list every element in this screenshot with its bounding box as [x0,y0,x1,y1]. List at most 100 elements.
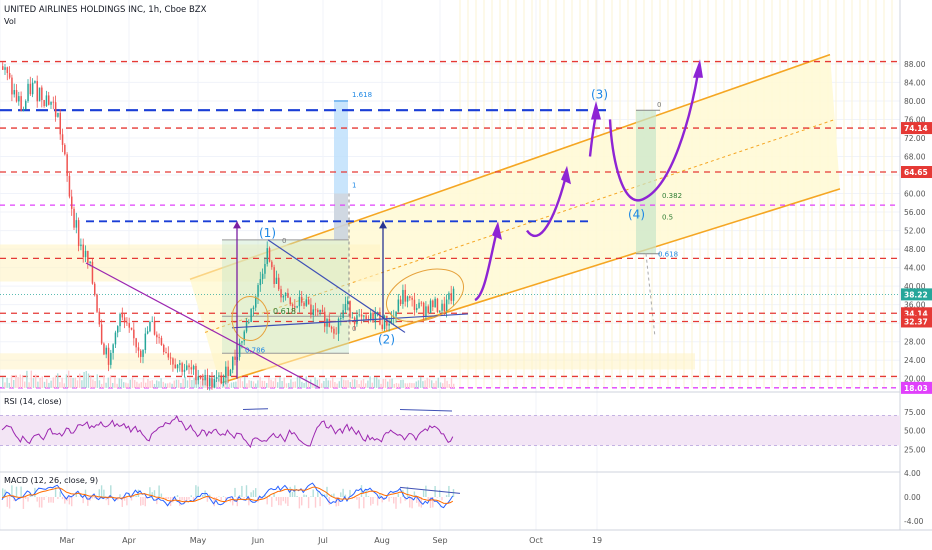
volume-bar [318,379,321,388]
candle-body [305,299,308,306]
macd-histogram-bar [119,494,121,497]
volume-bar [349,382,351,388]
fib-label-1618: 1.618 [352,91,372,99]
candle-body [342,310,344,318]
candle-body [190,367,193,370]
volume-bar [94,380,96,388]
volume-bar [68,370,70,388]
macd-histogram-bar [222,496,225,497]
price-tick-label: 36.00 [904,301,926,310]
time-tick-label: Apr [122,536,137,545]
volume-bar [61,377,63,388]
time-axis: Mar Apr May Jun Jul Aug Sep Oct 19 [59,536,602,545]
macd-histogram-bar [411,497,413,509]
macd-pane: MACD (12, 26, close, 9) [1,476,461,509]
macd-histogram-bar [314,497,317,508]
candle-body [57,112,59,117]
candle-body [215,376,218,379]
volume-bar [118,378,120,388]
candle-body [204,375,206,381]
volume-bar [81,380,83,388]
price-badge [901,122,932,135]
macd-histogram-bar [20,486,22,497]
macd-histogram-bar [176,495,179,497]
volume-bar [393,383,395,388]
volume-bar [116,383,118,388]
candle-body [229,369,232,377]
proj-label-0382: 0.382 [662,192,682,200]
macd-histogram-bar [395,497,397,509]
volume-bar [191,380,193,388]
candle-body [291,304,294,307]
macd-histogram-bar [284,497,287,504]
volume-bar [327,380,329,388]
volume-bar [175,379,178,388]
candle-body [213,378,216,388]
macd-histogram-bar [167,497,169,499]
macd-histogram-bar [117,497,119,501]
volume-bar [376,377,378,388]
volume-bar [129,379,131,388]
volume-bar [178,379,180,388]
candle-body [335,333,337,335]
volume-bar [167,383,169,388]
wave-arrow-1 [474,230,499,302]
volume-bar [134,380,136,388]
macd-histogram-bar [174,496,176,497]
candle-body [77,220,80,247]
volume-bar [402,379,404,388]
macd-histogram-bar [245,485,248,497]
candle-body [82,244,84,258]
volume-bar [404,383,406,388]
volume-bar [448,383,450,388]
candle-body [52,101,55,103]
candle-body [314,309,317,311]
volume-bar [127,383,129,388]
volume-bar [316,379,318,388]
candle-body [98,311,101,325]
macd-histogram-bar [190,495,192,497]
wave-arrowhead-4 [693,59,703,78]
candle-body [15,90,18,102]
volume-bar [233,382,235,388]
candle-body [390,318,393,324]
macd-histogram-bar [287,497,289,507]
macd-histogram-bar [149,487,151,497]
volume-bar [321,383,323,388]
macd-histogram-bar [344,494,347,497]
macd-line [1,482,454,509]
macd-histogram-bar [310,496,312,497]
volume-bar [400,380,402,388]
rsi-line [1,414,454,449]
macd-histogram-bar [135,495,137,497]
macd-histogram-bar [372,497,374,504]
candle-body [2,66,4,70]
candle-body [75,220,78,228]
candle-body [225,366,227,378]
rsi-pane: RSI (14, close) [0,397,900,449]
candle-body [183,369,186,372]
fib-label-0-bottom: 0 [352,325,356,333]
volume-bar [340,377,343,388]
macd-tick-label: 0.00 [904,493,921,502]
candle-body [340,317,342,319]
price-badge-label: 38.22 [904,290,928,299]
candle-body [149,321,151,332]
volume-bar [87,373,90,388]
candle-body [87,250,89,263]
volume-bar [219,378,222,388]
macd-histogram-bar [11,485,13,497]
volume-bar [325,377,327,388]
macd-histogram-bar [349,489,351,497]
volume-bar [290,379,292,388]
candle-body [328,319,331,327]
candle-body [146,331,149,334]
candle-body [123,317,126,323]
price-tick-label: 52.00 [904,227,926,236]
candle-body [31,82,34,95]
macd-histogram-bar [87,497,89,506]
macd-histogram-bar [317,491,319,497]
volume-bar [323,380,325,388]
volume-bar [52,377,54,388]
